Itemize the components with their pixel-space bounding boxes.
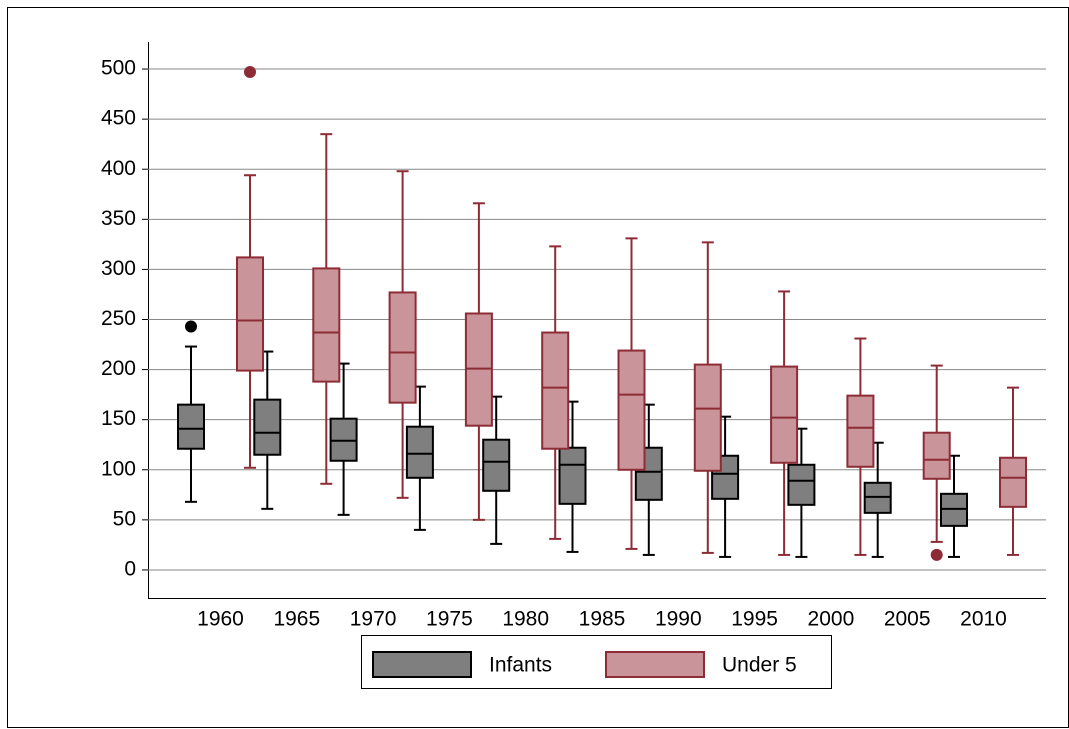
box <box>922 431 951 480</box>
y-tick-label: 150 <box>101 407 136 430</box>
x-tick-label: 2010 <box>960 608 1007 631</box>
box <box>312 267 341 383</box>
y-tick-label: 200 <box>101 357 136 380</box>
x-tick-label: 1985 <box>579 608 626 631</box>
x-tick-label: 1970 <box>350 608 397 631</box>
y-tick-label: 300 <box>101 257 136 280</box>
outlier <box>244 66 256 79</box>
box <box>253 398 282 456</box>
box <box>693 363 722 472</box>
x-tick-label: 1965 <box>273 608 320 631</box>
x-tick-label: 1975 <box>426 608 473 631</box>
box <box>482 438 511 492</box>
legend-swatch <box>372 651 472 678</box>
outlier <box>185 320 197 333</box>
x-tick-label: 1980 <box>502 608 549 631</box>
box <box>464 312 493 427</box>
y-tick-label: 450 <box>101 107 136 130</box>
y-tick-label: 500 <box>101 57 136 80</box>
box <box>999 456 1027 508</box>
legend-label: Under 5 <box>722 654 797 677</box>
box <box>405 425 434 479</box>
y-tick-label: 0 <box>124 557 136 580</box>
y-tick-label: 100 <box>101 457 136 480</box>
legend-swatch <box>605 651 705 678</box>
y-tick-label: 50 <box>113 507 136 530</box>
y-tick-label: 400 <box>101 157 136 180</box>
box <box>541 331 570 450</box>
x-tick-label: 2000 <box>808 608 855 631</box>
y-tick-label: 350 <box>101 207 136 230</box>
legend-label: Infants <box>489 654 552 677</box>
box <box>177 403 205 450</box>
y-tick-label: 250 <box>101 307 136 330</box>
box <box>329 417 358 462</box>
x-tick-label: 1990 <box>655 608 702 631</box>
box <box>940 492 968 527</box>
box <box>770 365 799 464</box>
box <box>388 291 417 404</box>
x-tick-label: 1960 <box>197 608 244 631</box>
x-tick-label: 2005 <box>884 608 931 631</box>
box <box>236 256 264 372</box>
box <box>846 394 875 468</box>
box <box>787 463 816 506</box>
outlier <box>930 548 943 561</box>
box <box>863 481 892 514</box>
box <box>617 349 646 471</box>
box <box>558 446 587 505</box>
x-tick-label: 1995 <box>731 608 778 631</box>
